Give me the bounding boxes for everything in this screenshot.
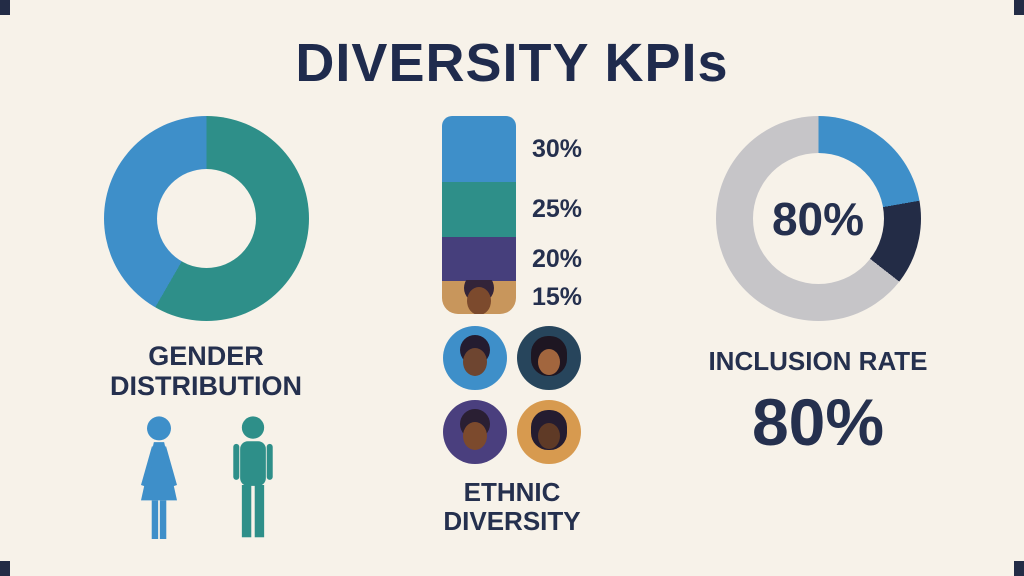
bar-value-label-1: 30% <box>531 134 583 163</box>
avatar-person-1 <box>443 326 507 390</box>
kpi-columns: GENDER DISTRIBUTION <box>0 116 1024 547</box>
ethnic-section: 30% 25% 20% 15% <box>367 116 657 547</box>
inclusion-center-value: 80% <box>771 192 865 245</box>
bar-segment-4 <box>441 280 516 314</box>
bar-segment-2 <box>441 182 516 237</box>
ethnic-stacked-bar-chart <box>441 116 516 314</box>
bar-value-labels: 30% 25% 20% 15% <box>532 116 582 314</box>
ethnic-avatars <box>443 326 581 464</box>
inclusion-big-value: 80% <box>751 385 885 460</box>
avatar-person-3 <box>443 400 507 464</box>
inclusion-donut-chart: 80% <box>715 116 921 321</box>
avatar-person-2 <box>517 326 581 390</box>
corner-mark <box>0 0 10 15</box>
bar-segment-3 <box>441 237 516 281</box>
corner-mark <box>0 561 10 576</box>
inclusion-label: INCLUSION RATE <box>708 346 928 376</box>
female-figure-icon <box>141 416 177 540</box>
avatar-person-4 <box>517 400 581 464</box>
face-icon <box>460 335 490 376</box>
bar-value-label-3: 20% <box>531 244 583 273</box>
ethnic-bar-row: 30% 25% 20% 15% <box>441 116 582 314</box>
male-figure-icon <box>233 416 273 538</box>
inclusion-section: 80% INCLUSION RATE 80% <box>658 116 978 547</box>
gender-figures <box>129 411 283 547</box>
face-icon <box>531 336 567 376</box>
corner-mark <box>1014 0 1024 15</box>
bar-value-label-2: 25% <box>531 195 583 223</box>
gender-donut-chart <box>103 116 309 321</box>
ethnic-label: ETHNIC DIVERSITY <box>443 477 581 537</box>
gender-donut-hole <box>156 169 256 268</box>
face-icon <box>463 280 494 314</box>
face-icon <box>531 410 567 450</box>
page-title: DIVERSITY KPIs <box>295 33 729 93</box>
face-icon <box>460 409 490 450</box>
bar-segment-1 <box>441 116 516 182</box>
inclusion-donut-hole: 80% <box>752 153 884 284</box>
gender-label: GENDER DISTRIBUTION <box>110 341 302 402</box>
corner-mark <box>1014 561 1024 576</box>
gender-section: GENDER DISTRIBUTION <box>46 116 366 547</box>
bar-value-label-4: 15% <box>531 283 583 311</box>
